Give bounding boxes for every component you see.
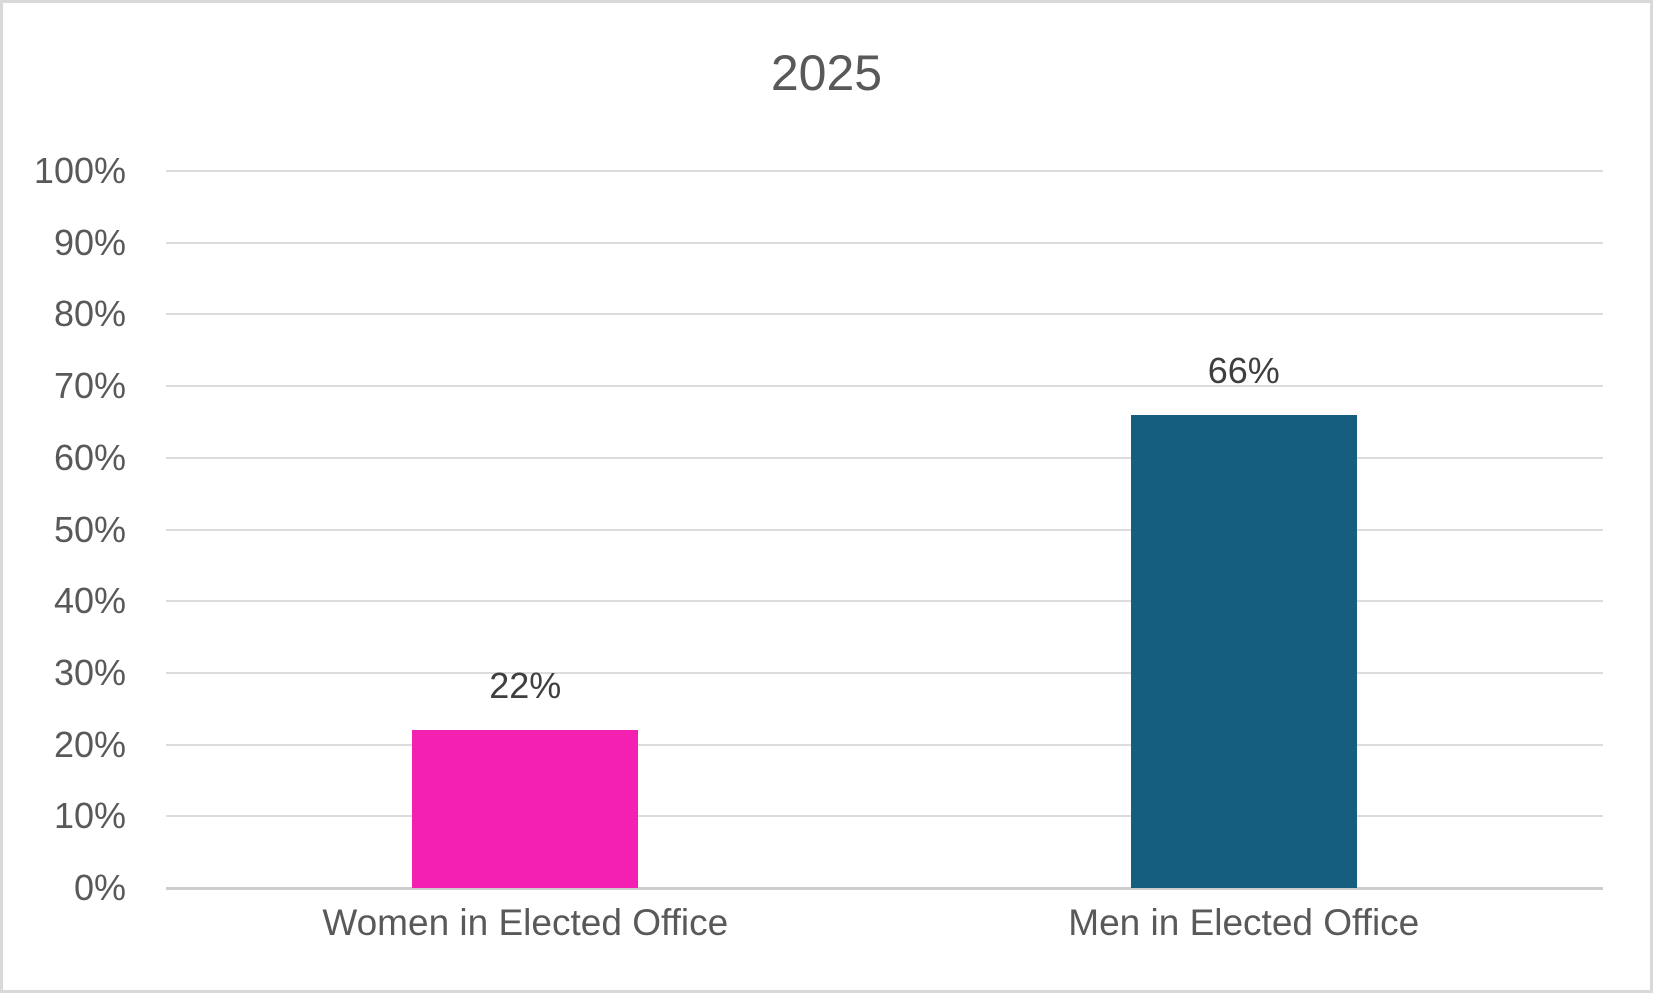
y-tick-label: 100%	[33, 150, 126, 191]
y-tick-label: 10%	[53, 795, 126, 837]
gridline	[166, 313, 1603, 316]
category-label: Men in Elected Office	[1068, 902, 1420, 943]
y-tick-label: 50%	[53, 508, 126, 550]
gridline	[166, 528, 1603, 531]
gridline	[166, 743, 1603, 746]
y-tick-label: 40%	[53, 580, 126, 622]
chart-title: 2025	[770, 45, 883, 101]
y-tick-label: 60%	[53, 436, 126, 478]
x-axis-line	[166, 886, 1603, 890]
gridline	[166, 600, 1603, 603]
gridline	[166, 170, 1603, 172]
bar-women-in-elected-office	[412, 730, 639, 888]
y-tick-label: 30%	[53, 651, 126, 693]
plot-area	[166, 170, 1603, 890]
gridline	[166, 385, 1603, 388]
bar-men-in-elected-office	[1130, 414, 1357, 888]
category-label: Women in Elected Office	[322, 902, 729, 943]
y-tick-label: 20%	[53, 723, 126, 765]
data-label: 22%	[489, 665, 562, 707]
gridline	[166, 815, 1603, 818]
y-tick-label: 80%	[53, 293, 126, 335]
gridline	[166, 241, 1603, 244]
y-tick-label: 90%	[53, 221, 126, 263]
y-tick-label: 70%	[53, 365, 126, 407]
data-label: 66%	[1207, 349, 1280, 391]
y-tick-label: 0%	[73, 867, 126, 908]
gridline	[166, 671, 1603, 674]
gridline	[166, 456, 1603, 459]
